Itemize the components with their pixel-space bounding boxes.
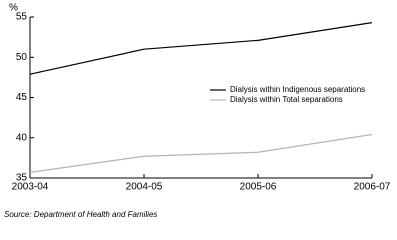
page: % Source: Department of Health and Famil… [4, 2, 391, 220]
y-tick-label: 40 [16, 132, 28, 143]
x-tick-label: 2006-07 [354, 182, 391, 193]
legend-label: Dialysis within Indigenous separations [230, 85, 365, 94]
y-tick-label: 35 [16, 173, 28, 184]
series-line [29, 22, 373, 75]
series-line [29, 133, 373, 173]
y-tick-label: 50 [16, 52, 28, 63]
x-tick-label: 2003-04 [12, 182, 49, 193]
y-tick-label: 45 [16, 92, 28, 103]
y-axis-label: % [9, 3, 18, 14]
source-note: Source: Department of Health and Familie… [4, 210, 157, 219]
chart: % Source: Department of Health and Famil… [4, 3, 391, 219]
y-tick-label: 55 [16, 12, 28, 23]
x-tick-label: 2005-06 [240, 182, 277, 193]
x-tick-label: 2004-05 [126, 182, 163, 193]
legend-label: Dialysis within Total separations [230, 95, 343, 104]
